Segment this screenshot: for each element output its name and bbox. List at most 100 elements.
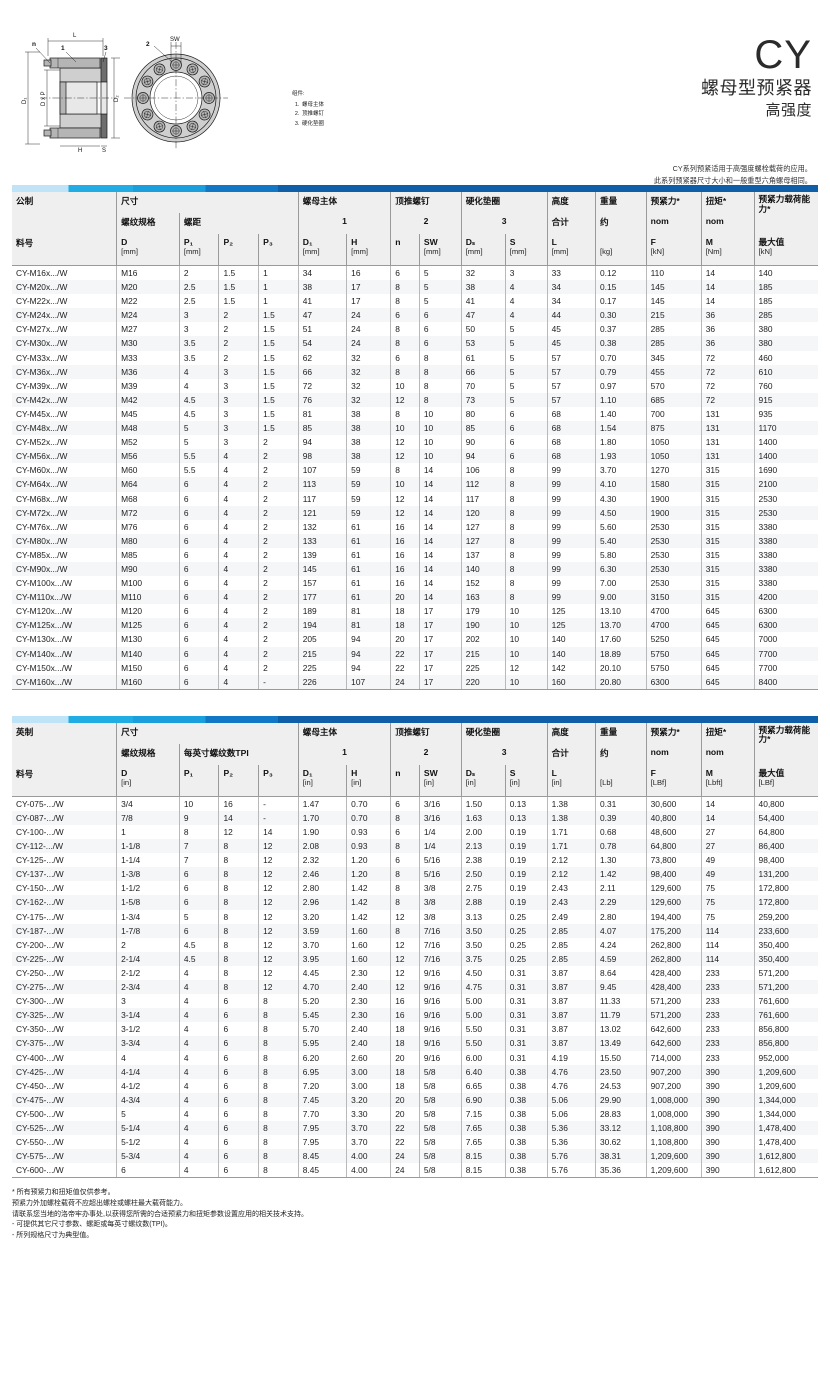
cell-value: 4 [179,1022,220,1037]
cell-value: 2.85 [547,923,597,938]
cell-value: 17 [419,660,462,675]
cell-value: 4.5 [179,937,220,952]
cell-value: 4200 [758,592,778,603]
cell-value: 2 [258,449,299,464]
cell-value: 17.60 [595,632,647,647]
cell-value: 49 [701,867,755,882]
cell-value: 5/8 [419,1078,462,1093]
cell-value: 113 [298,477,348,492]
cell-value: 131 [701,406,755,422]
cell-value: 35.36 [595,1163,647,1179]
cell-value: 1,108,800 [646,1135,702,1150]
cell-value: 12 [390,392,420,407]
cell-value: 5/8 [419,1092,462,1107]
table-row: CY-575-.../W 5-3/4 4 6 8 8.45 4.00 24 5/8 8.15 0.3… [12,1149,818,1164]
cell-value: 32 [346,350,392,365]
cell-value: 6 [419,336,462,351]
cell-value: 2 [258,604,299,619]
sym-n: n [395,237,401,247]
cell-value: 4 [179,1106,220,1121]
cell-value: 1400 [758,437,778,448]
cell-value: 68 [547,406,597,422]
imperial-header-thrust-screw: 顶推螺钉 [390,722,462,744]
cell-value: 10 [419,421,462,436]
metric-header-system: 公制 [12,192,118,213]
table-row: CY-M24x.../W M24 3 2 1.5 47 24 6 6 47 4 44 0.30 215 36… [12,308,818,323]
cell-value: 571,200 [646,994,702,1009]
cell-value: 47 [461,308,506,323]
cell-value: 137 [461,547,506,562]
table-row: CY-075-.../W 3/4 10 16-1.47 0.70 6 3/16 1.50 0.1… [12,796,818,811]
cell-value: 5.50 [461,1036,506,1051]
cell-value: 4.5 [179,951,220,966]
cell-value: 16 [390,547,420,562]
cell-value: 7700 [758,648,778,659]
cell-value: 935 [758,408,773,419]
cell-value: 4 [116,1050,180,1065]
cell-value: 428,400 [646,965,702,981]
cell-value: 0.38 [505,1064,548,1079]
imperial-header-sym-D: D [in] [116,764,180,797]
cell-value: 2.38 [461,853,506,868]
cell-value: 114 [701,951,755,966]
unit-in: [in] [351,777,362,787]
cell-value: 10 [390,421,420,436]
cell-value: 205 [298,632,348,647]
cell-value: 29.90 [595,1092,647,1107]
cell-value: 59 [346,463,392,478]
cell-value: 2.46 [298,867,348,882]
legend-item: 硬化垫圈 [301,120,324,130]
cell-value: 6 [179,547,220,562]
cell-value: 6 [390,825,420,840]
metric-header-height-sub: 合计 [547,213,597,234]
cell-value: 4 [179,1135,220,1150]
cell-value: 8 [505,590,548,605]
cell-value: 117 [461,491,506,506]
cell-value: 907,200 [646,1078,702,1093]
cell-value: 10 [390,378,420,393]
cell-value: 6 [419,322,462,337]
cell-value: M90 [116,561,180,577]
table-row: CY-M42x.../W M42 4.5 3 1.5 76 32 12 8 73 5 57 1.10 68… [12,392,818,407]
cell-value: 1 [258,265,299,281]
cell-value: 6 [505,435,548,450]
cell-value: 36 [701,322,755,337]
cell-value: 6 [419,308,462,323]
cell-value: 4.24 [595,937,647,952]
cell-part-number: CY-425-.../W [12,1064,118,1079]
cell-value: 0.31 [505,980,548,995]
cell-value: 80 [461,406,506,422]
cell-value: 5.70 [298,1022,348,1037]
cell-value: 99 [547,519,597,534]
cell-value: 12 [390,505,420,520]
cell-value: 131 [701,421,755,436]
cell-value: 6 [218,1022,260,1037]
cell-value: 117 [298,491,348,506]
cell-value: 1,612,800 [754,1163,818,1179]
cell-value: 4 [179,364,220,379]
cell-value: 0.38 [505,1163,548,1179]
cell-value: 61 [346,576,392,591]
cell-value: 685 [646,392,702,407]
imperial-header-preload: 预紧力* [646,722,702,744]
cell-value: 5 [179,909,220,924]
cell-value: 57 [547,378,597,393]
page-header: D₁ D x P L [0,0,830,185]
cell-value: 38 [298,280,348,295]
cell-value: 12 [390,951,420,966]
cell-value: 2.30 [346,1008,392,1023]
cell-value: 315 [701,533,755,548]
cell-value: 34 [547,280,597,295]
cell-value: 8 [505,533,548,548]
table-row: CY-125-.../W 1-1/4 7 8 12 2.32 1.20 6 5/16 2.38 0.… [12,853,818,868]
cell-part-number: CY-M85x.../W [12,547,118,562]
cell-value: 68 [547,435,597,450]
cell-value: 2.50 [461,867,506,882]
cell-value: 172,800 [758,883,789,894]
cell-value: 215 [646,308,702,323]
cell-value: 1.5 [258,392,299,407]
cell-value: 10 [505,674,548,690]
cell-value: 127 [461,519,506,534]
cell-value: 8 [218,895,260,910]
table-row: CY-350-.../W 3-1/2 4 6 8 5.70 2.40 18 9/16 5.50 0.… [12,1022,818,1037]
